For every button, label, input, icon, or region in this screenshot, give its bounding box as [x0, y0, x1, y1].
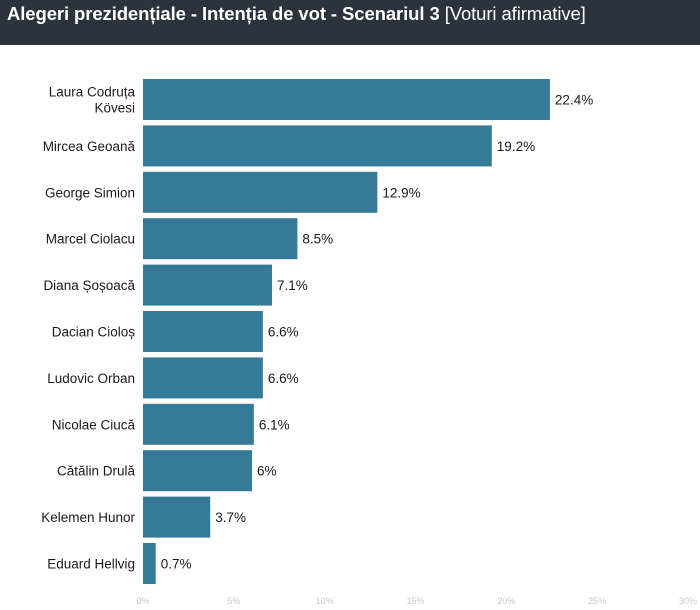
category-label: Cătălin Drulă — [57, 464, 136, 479]
value-label: 19.2% — [497, 139, 535, 154]
value-label: 8.5% — [302, 232, 333, 247]
value-label: 6.6% — [268, 325, 299, 340]
chart-title: Alegeri prezidențiale - Intenția de vot … — [7, 3, 586, 25]
x-tick-label: 0% — [136, 596, 149, 606]
category-label: Kelemen Hunor — [41, 510, 135, 525]
chart-title-sub: [Voturi afirmative] — [444, 3, 586, 24]
value-label: 0.7% — [161, 557, 192, 572]
bar — [143, 171, 378, 213]
x-tick-label: 10% — [316, 596, 334, 606]
category-label: Marcel Ciolacu — [46, 232, 135, 247]
category-label: Diana Șoșoacă — [43, 278, 135, 293]
category-label: George Simion — [45, 185, 135, 200]
bar — [143, 357, 263, 399]
bar — [143, 496, 211, 538]
value-label: 3.7% — [215, 510, 246, 525]
x-tick-label: 20% — [497, 596, 515, 606]
x-tick-label: 25% — [588, 596, 606, 606]
category-label: Nicolae Ciucă — [52, 417, 136, 432]
bar — [143, 125, 492, 167]
category-label: Eduard Hellvig — [47, 557, 135, 572]
bar — [143, 218, 298, 260]
category-label: Mircea Geoană — [43, 139, 136, 154]
category-label: Ludovic Orban — [47, 371, 135, 386]
bar — [143, 450, 252, 492]
bar — [143, 311, 263, 352]
value-label: 6.1% — [259, 417, 290, 432]
value-label: 6.6% — [268, 371, 299, 386]
chart-header: Alegeri prezidențiale - Intenția de vot … — [0, 0, 700, 45]
value-label: 12.9% — [382, 185, 420, 200]
bar — [143, 79, 550, 120]
bar-chart: Laura Codruța Kövesi 22.4% Mircea Geoană 19.… — [41, 79, 697, 606]
chart-title-main: Alegeri prezidențiale - Intenția de vot … — [7, 3, 440, 24]
value-label: 6% — [257, 464, 277, 479]
value-label: 7.1% — [277, 278, 308, 293]
x-tick-label: 30% — [679, 596, 697, 606]
bar — [143, 264, 272, 306]
bar — [143, 403, 254, 445]
category-label: Laura Codruța Kövesi — [49, 85, 136, 116]
category-label: Dacian Cioloș — [52, 325, 136, 340]
x-tick-label: 15% — [406, 596, 424, 606]
bar — [143, 543, 156, 584]
value-label: 22.4% — [555, 93, 593, 108]
x-tick-label: 5% — [227, 596, 240, 606]
